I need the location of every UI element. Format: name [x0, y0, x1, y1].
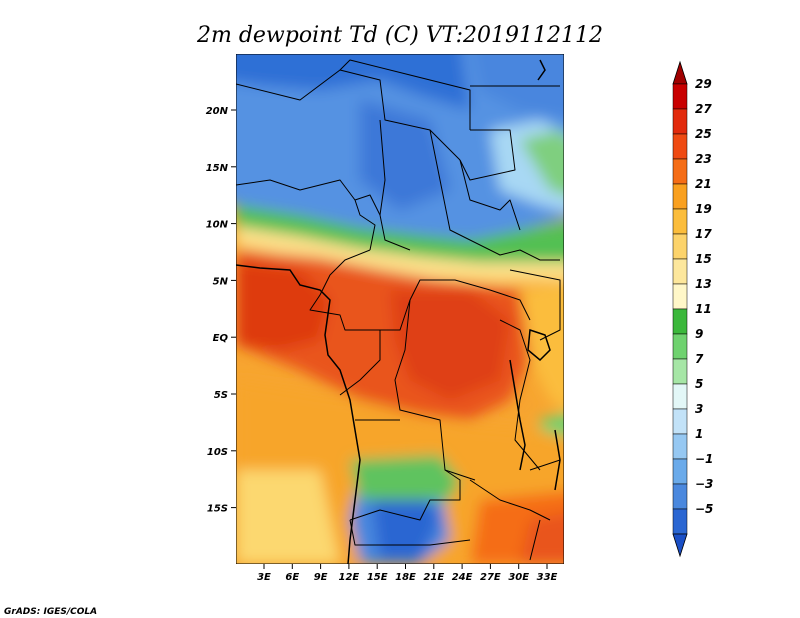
- lon-tick-label: 9E: [314, 572, 328, 583]
- colorbar-segment: [672, 158, 688, 185]
- colorbar-segment: [672, 258, 688, 285]
- latitude-axis: 20N 15N 10N 5N EQ 5S 10S 15S: [206, 106, 236, 515]
- lat-tick-label: 10N: [206, 220, 229, 231]
- colorbar-segment: [672, 283, 688, 310]
- colorbar-segment: [672, 408, 688, 435]
- lat-tick-label: 10S: [207, 447, 228, 458]
- colorbar-label: 17: [695, 227, 712, 241]
- colorbar-top-arrow: [672, 60, 688, 85]
- colorbar-label: 13: [695, 277, 712, 291]
- colorbar-segment: [672, 83, 688, 110]
- colorbar-label: −5: [695, 502, 713, 516]
- colorbar-label: 29: [695, 77, 712, 91]
- lat-tick-label: 5N: [213, 276, 229, 287]
- lat-tick-label: 15S: [207, 504, 228, 515]
- colorbar-label: 7: [695, 352, 704, 366]
- lon-tick-label: 33E: [537, 572, 558, 583]
- colorbar-label: 19: [695, 202, 712, 216]
- colorbar-segment: [672, 483, 688, 510]
- colorbar-label: −3: [695, 477, 713, 491]
- colorbar-segment: [672, 508, 688, 535]
- colorbar-segment: [672, 383, 688, 410]
- colorbar-label: 15: [695, 252, 712, 266]
- colorbar-segment: [672, 433, 688, 460]
- colorbar-segment: [672, 208, 688, 235]
- lon-tick-label: 3E: [257, 572, 271, 583]
- colorbar: 29 27 25 23 21 19 17 15 13 11 9 7 5 3 1 −1 −3 −5: [672, 60, 713, 558]
- colorbar-segment: [672, 133, 688, 160]
- lon-tick-label: 15E: [367, 572, 388, 583]
- country-borders: [236, 59, 561, 561]
- colorbar-label: 11: [695, 302, 712, 316]
- colorbar-label: 9: [695, 327, 703, 341]
- dewpoint-field: [236, 54, 564, 564]
- lon-tick-label: 18E: [395, 572, 416, 583]
- colorbar-label: 23: [695, 152, 712, 166]
- lat-tick-label: 15N: [206, 163, 229, 174]
- colorbar-segment: [672, 358, 688, 385]
- colorbar-label: 25: [695, 127, 712, 141]
- colorbar-segment: [672, 333, 688, 360]
- colorbar-segment: [672, 233, 688, 260]
- lat-tick-label: EQ: [213, 333, 229, 344]
- grads-credit: GrADS: IGES/COLA: [4, 607, 97, 617]
- longitude-axis: 3E 6E 9E 12E 15E 18E 21E 24E 27E 30E 33E: [257, 564, 558, 583]
- lon-tick-label: 21E: [423, 572, 444, 583]
- colorbar-segment: [672, 108, 688, 135]
- colorbar-segment: [672, 308, 688, 335]
- lon-tick-label: 30E: [508, 572, 529, 583]
- coastline-and-lakes: [236, 59, 561, 564]
- colorbar-label: 1: [695, 427, 703, 441]
- colorbar-bottom-arrow: [672, 533, 688, 558]
- colorbar-segment: [672, 458, 688, 485]
- lon-tick-label: 6E: [285, 572, 299, 583]
- colorbar-label: 27: [695, 102, 712, 116]
- lat-tick-label: 20N: [206, 106, 229, 117]
- colorbar-label: 3: [695, 402, 703, 416]
- colorbar-label: 5: [695, 377, 703, 391]
- colorbar-segment: [672, 183, 688, 210]
- map-title: 2m dewpoint Td (C) VT:2019112112: [196, 23, 603, 48]
- lon-tick-label: 27E: [480, 572, 501, 583]
- lat-tick-label: 5S: [214, 390, 228, 401]
- lon-tick-label: 12E: [339, 572, 360, 583]
- colorbar-label: 21: [695, 177, 712, 191]
- lon-tick-label: 24E: [452, 572, 473, 583]
- colorbar-label: −1: [695, 452, 713, 466]
